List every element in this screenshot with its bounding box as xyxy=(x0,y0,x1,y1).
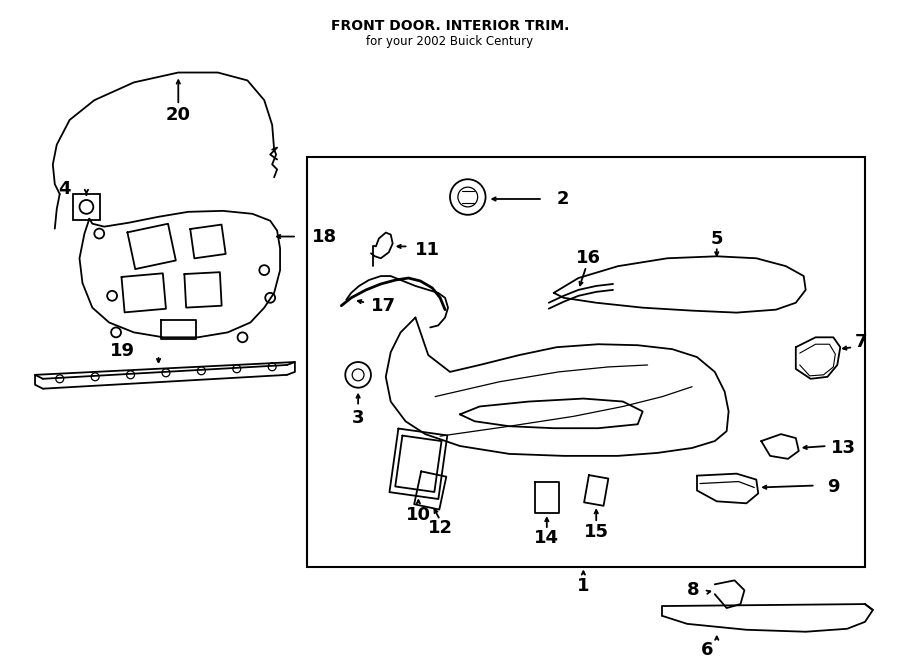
Text: 12: 12 xyxy=(428,519,453,537)
Text: 2: 2 xyxy=(557,190,569,208)
Text: 14: 14 xyxy=(535,529,559,547)
Circle shape xyxy=(346,362,371,388)
Text: 4: 4 xyxy=(58,180,71,198)
Circle shape xyxy=(266,293,275,303)
Circle shape xyxy=(450,179,486,215)
Text: 8: 8 xyxy=(688,581,700,600)
Circle shape xyxy=(94,229,104,239)
Circle shape xyxy=(111,327,121,337)
Text: 7: 7 xyxy=(855,333,868,351)
Circle shape xyxy=(238,332,248,342)
Text: 13: 13 xyxy=(832,439,857,457)
Text: 19: 19 xyxy=(110,342,134,360)
Bar xyxy=(73,194,100,219)
Circle shape xyxy=(352,369,364,381)
Text: 16: 16 xyxy=(576,249,601,267)
Circle shape xyxy=(197,367,205,375)
Text: for your 2002 Buick Century: for your 2002 Buick Century xyxy=(366,35,534,48)
Text: 1: 1 xyxy=(577,577,590,596)
Circle shape xyxy=(56,375,64,383)
Text: 10: 10 xyxy=(406,506,431,524)
Text: 5: 5 xyxy=(710,231,723,249)
Circle shape xyxy=(259,265,269,275)
Text: 17: 17 xyxy=(371,297,396,315)
Circle shape xyxy=(458,187,478,207)
Text: 18: 18 xyxy=(311,227,337,245)
Bar xyxy=(307,157,865,566)
Text: 3: 3 xyxy=(352,409,365,427)
Circle shape xyxy=(233,365,240,373)
Circle shape xyxy=(127,371,134,379)
Text: 15: 15 xyxy=(584,523,608,541)
Circle shape xyxy=(79,200,94,214)
Circle shape xyxy=(91,373,99,381)
Circle shape xyxy=(107,291,117,301)
Circle shape xyxy=(162,369,170,377)
Text: FRONT DOOR. INTERIOR TRIM.: FRONT DOOR. INTERIOR TRIM. xyxy=(331,19,569,33)
Circle shape xyxy=(268,363,276,371)
Text: 20: 20 xyxy=(166,106,191,124)
Text: 9: 9 xyxy=(827,479,840,496)
Text: 11: 11 xyxy=(416,241,440,259)
Text: 6: 6 xyxy=(700,641,713,658)
